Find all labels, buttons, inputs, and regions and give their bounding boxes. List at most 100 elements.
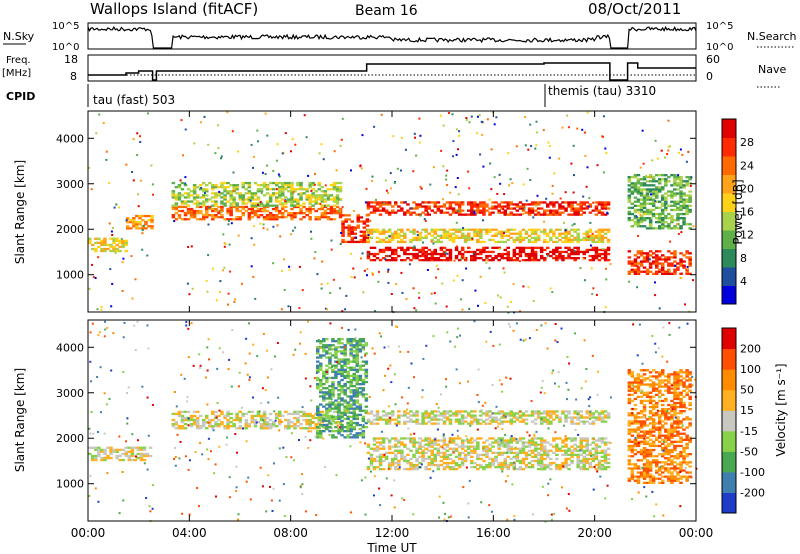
heatmap-cell: [515, 416, 520, 419]
heatmap-cell: [281, 152, 284, 155]
heatmap-cell: [539, 416, 544, 419]
heatmap-cell: [415, 463, 419, 467]
heatmap-cell: [676, 214, 680, 218]
heatmap-cell: [597, 418, 602, 421]
heatmap-cell: [421, 228, 425, 231]
heatmap-cell: [256, 209, 261, 213]
heatmap-cell: [252, 155, 255, 158]
heatmap-cell: [372, 449, 377, 452]
heatmap-cell: [682, 264, 686, 267]
heatmap-cell: [192, 216, 197, 219]
heatmap-cell: [585, 236, 589, 239]
heatmap-cell: [420, 231, 423, 234]
heatmap-cell: [237, 234, 240, 237]
heatmap-cell: [430, 412, 434, 415]
heatmap-cell: [479, 205, 483, 208]
heatmap-cell: [235, 414, 239, 418]
heatmap-cell: [488, 213, 492, 216]
heatmap-cell: [658, 432, 662, 435]
heatmap-cell: [651, 426, 656, 429]
heatmap-cell: [500, 437, 504, 440]
heatmap-cell: [482, 228, 486, 231]
heatmap-cell: [369, 461, 374, 465]
heatmap-cell: [219, 280, 222, 283]
heatmap-cell: [375, 416, 380, 419]
heatmap-cell: [335, 181, 340, 185]
heatmap-cell: [658, 389, 662, 392]
heatmap-cell: [121, 239, 125, 242]
heatmap-cell: [521, 420, 526, 423]
heatmap-cell: [430, 453, 434, 456]
cpid-segment-1: tau (fast) 503: [93, 93, 175, 107]
heatmap-cell: [642, 422, 647, 425]
heatmap-cell: [476, 248, 480, 252]
heatmap-cell: [555, 449, 559, 452]
heatmap-cell: [518, 250, 523, 254]
heatmap-cell: [247, 198, 252, 201]
heatmap-cell: [627, 373, 632, 376]
heatmap-cell: [552, 211, 556, 214]
heatmap-cell: [335, 202, 340, 205]
heatmap-cell: [673, 194, 677, 197]
heatmap-cell: [536, 416, 541, 419]
heatmap-cell: [667, 145, 670, 148]
heatmap-cell: [667, 190, 671, 193]
heatmap-cell: [293, 204, 297, 207]
heatmap-cell: [539, 254, 544, 258]
heatmap-cell: [111, 234, 114, 236]
heatmap-cell: [280, 187, 283, 190]
heatmap-cell: [337, 415, 341, 418]
heatmap-cell: [235, 416, 239, 420]
heatmap-cell: [372, 207, 377, 210]
heatmap-cell: [328, 362, 332, 365]
heatmap-cell: [424, 246, 428, 249]
heatmap-cell: [664, 198, 668, 201]
heatmap-cell: [670, 221, 674, 224]
heatmap-cell: [515, 468, 520, 471]
heatmap-cell: [627, 467, 632, 470]
heatmap-cell: [409, 213, 413, 216]
heatmap-cell: [539, 250, 544, 254]
colorbar-swatch: [722, 248, 736, 268]
heatmap-cell: [350, 276, 353, 278]
heatmap-cell: [192, 410, 197, 413]
heatmap-cell: [594, 201, 599, 204]
heatmap-cell: [651, 252, 656, 255]
heatmap-cell: [335, 190, 340, 193]
heatmap-cell: [636, 416, 641, 419]
heatmap-cell: [521, 248, 526, 252]
heatmap-cell: [531, 256, 534, 259]
heatmap-cell: [485, 418, 489, 421]
heatmap-cell: [341, 224, 345, 227]
heatmap-cell: [509, 422, 513, 425]
heatmap-cell: [661, 481, 665, 484]
heatmap-cell: [94, 454, 98, 458]
heatmap-cell: [375, 445, 380, 448]
heatmap-cell: [515, 459, 520, 463]
heatmap-cell: [473, 449, 477, 452]
heatmap-cell: [355, 434, 359, 437]
heatmap-cell: [358, 407, 363, 410]
colorbar-swatch: [722, 174, 736, 194]
heatmap-cell: [244, 412, 249, 416]
heatmap-cell: [639, 381, 644, 384]
heatmap-cell: [488, 414, 492, 417]
heatmap-cell: [649, 176, 652, 179]
heatmap-cell: [369, 201, 374, 204]
heatmap-cell: [259, 188, 264, 191]
heatmap-cell: [681, 153, 684, 156]
heatmap-cell: [361, 432, 366, 435]
heatmap-cell: [648, 254, 653, 257]
heatmap-cell: [346, 409, 350, 412]
heatmap-cell: [109, 237, 113, 240]
heatmap-cell: [502, 208, 505, 210]
heatmap-cell: [482, 420, 486, 423]
heatmap-cell: [88, 241, 92, 244]
heatmap-cell: [482, 250, 486, 254]
heatmap-cell: [551, 184, 554, 187]
heatmap-cell: [454, 468, 459, 471]
heatmap-cell: [673, 184, 677, 187]
heatmap-cell: [651, 434, 656, 437]
heatmap-cell: [503, 414, 507, 417]
heatmap-cell: [543, 457, 547, 461]
